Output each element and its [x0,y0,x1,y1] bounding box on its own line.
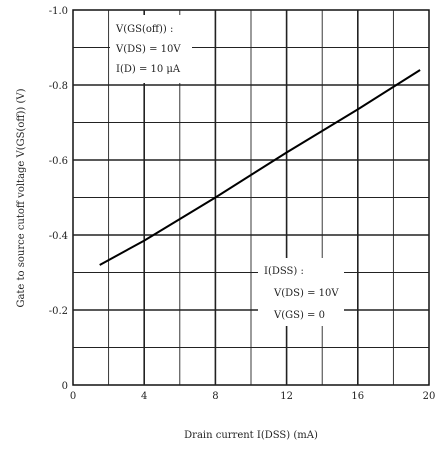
lower-annotation-line-1: I(DSS) : [264,266,304,277]
x-tick-label: 4 [141,391,147,402]
x-tick-label: 8 [212,391,218,402]
lower-annotation-line-2: V(DS) = 10V [273,288,339,299]
y-tick-label: -0.2 [49,306,68,317]
y-tick-label: -1.0 [49,6,68,17]
y-tick-label: -0.6 [49,156,68,167]
lower-annotation-line-3: V(GS) = 0 [273,310,325,321]
x-tick-label: 16 [351,391,364,402]
upper-annotation-line-1: V(GS(off)) : [115,24,173,35]
x-axis-label: Drain current I(DSS) (mA) [184,430,318,441]
x-tick-label: 0 [70,391,76,402]
lower-annotation: I(DSS) : V(DS) = 10V V(GS) = 0 [258,258,344,326]
y-axis-label: Gate to source cutoff voltage V(GS(off))… [16,88,27,307]
x-tick-label: 12 [280,391,293,402]
upper-annotation-line-3: I(D) = 10 μA [116,64,181,75]
y-tick-label: -0.4 [49,231,68,242]
x-tick-label: 20 [423,391,436,402]
y-tick-label: -0.8 [49,81,68,92]
upper-annotation: V(GS(off)) : V(DS) = 10V I(D) = 10 μA [110,15,192,83]
y-tick-label: 0 [62,381,68,392]
upper-annotation-line-2: V(DS) = 10V [115,44,181,55]
